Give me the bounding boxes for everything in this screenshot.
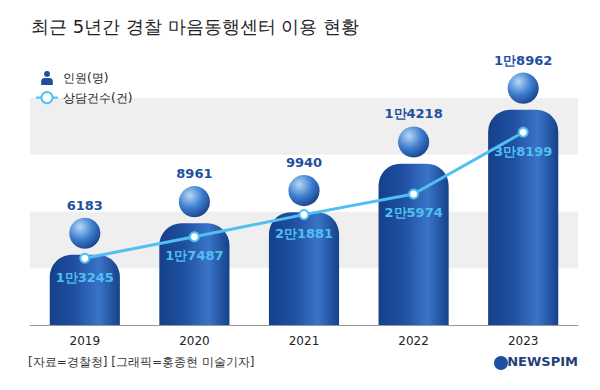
svg-text:인원(명): 인원(명) [63, 71, 108, 85]
svg-text:8961: 8961 [176, 166, 212, 181]
svg-text:NEWSPIM: NEWSPIM [507, 354, 578, 369]
svg-text:1만3245: 1만3245 [56, 270, 114, 285]
svg-text:1만7487: 1만7487 [165, 248, 223, 263]
svg-text:1만4218: 1만4218 [384, 106, 442, 121]
svg-text:2023: 2023 [508, 334, 539, 348]
svg-text:2020: 2020 [179, 334, 210, 348]
svg-text:1만8962: 1만8962 [494, 53, 552, 68]
svg-text:2만5974: 2만5974 [384, 205, 442, 220]
svg-text:2만1881: 2만1881 [275, 226, 333, 241]
svg-text:6183: 6183 [67, 198, 103, 213]
svg-text:상담건수(건): 상담건수(건) [63, 91, 132, 105]
svg-text:[자료=경찰청] [그래픽=홍종현 미술기자]: [자료=경찰청] [그래픽=홍종현 미술기자] [28, 355, 254, 369]
svg-text:최근 5년간 경찰 마음동행센터 이용 현황: 최근 5년간 경찰 마음동행센터 이용 현황 [31, 16, 359, 37]
svg-text:9940: 9940 [286, 155, 322, 170]
svg-text:2021: 2021 [289, 334, 320, 348]
svg-text:3만8199: 3만8199 [494, 144, 552, 159]
svg-text:2022: 2022 [398, 334, 429, 348]
svg-text:2019: 2019 [70, 334, 101, 348]
